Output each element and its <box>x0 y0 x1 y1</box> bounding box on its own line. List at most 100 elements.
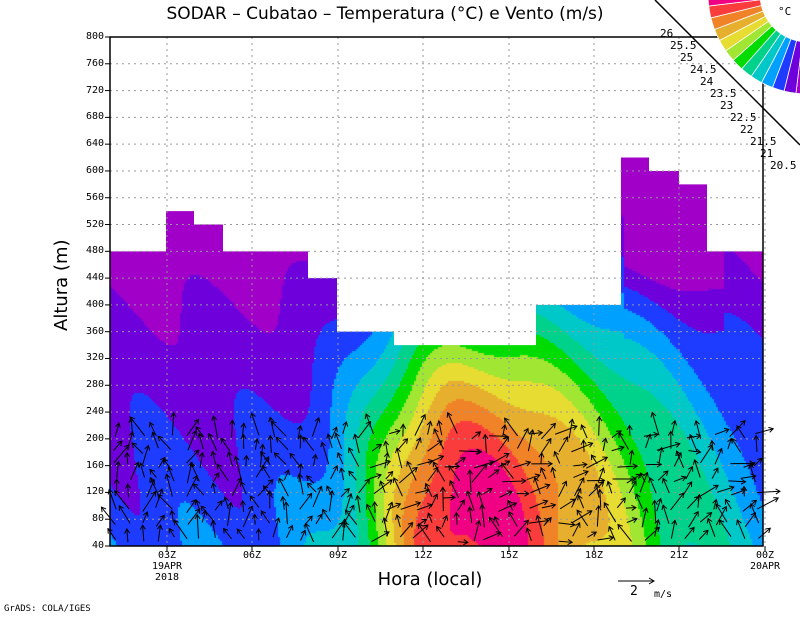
wind-vector <box>222 527 232 540</box>
wind-vector <box>312 485 323 508</box>
wind-vector <box>603 502 617 523</box>
wind-vector <box>645 433 652 449</box>
wind-vector <box>650 411 660 436</box>
wind-vector <box>151 431 159 449</box>
colorbar-label: 26 <box>660 27 674 40</box>
wind-vector <box>283 469 290 481</box>
wind-vector <box>684 526 695 539</box>
y-tick-label: 520 <box>85 218 104 230</box>
x-axis-label: Hora (local) <box>377 569 483 590</box>
wind-vector <box>220 437 231 452</box>
y-axis-label: Altura (m) <box>51 239 72 331</box>
wind-scale-value: 2 <box>630 584 638 599</box>
wind-vector <box>424 482 433 497</box>
wind-vector <box>748 463 756 483</box>
x-tick-label: 00Z <box>755 550 775 561</box>
wind-vector <box>339 467 345 481</box>
colorbar-swatch <box>707 0 761 7</box>
wind-vector <box>608 525 616 541</box>
wind-vector <box>473 519 482 542</box>
wind-vector <box>656 497 663 512</box>
wind-vector <box>634 493 643 510</box>
wind-vector <box>612 475 637 483</box>
wind-vector <box>528 430 544 436</box>
wind-vector <box>352 433 360 454</box>
wind-vector <box>651 499 658 524</box>
wind-vector <box>283 501 290 525</box>
wind-vector <box>500 462 514 479</box>
wind-vector <box>706 517 716 538</box>
wind-vector <box>667 430 674 449</box>
wind-vector <box>670 519 678 539</box>
wind-vector <box>331 521 344 539</box>
y-tick-label: 800 <box>85 31 104 42</box>
wind-vector <box>328 489 335 512</box>
wind-vector <box>571 441 594 453</box>
wind-vector <box>325 485 333 498</box>
x-tick-sub2: 2018 <box>154 572 180 583</box>
wind-vector <box>371 500 378 513</box>
wind-scale-arrowhead <box>648 577 655 585</box>
wind-vector <box>167 466 175 482</box>
wind-vector <box>757 497 780 510</box>
wind-vector <box>697 484 719 499</box>
wind-vector <box>715 503 728 523</box>
wind-vector <box>504 417 518 437</box>
wind-vector <box>628 480 637 494</box>
wind-vector <box>275 436 289 451</box>
wind-vector <box>573 470 589 478</box>
wind-vector <box>675 450 685 469</box>
wind-vector <box>597 467 605 483</box>
wind-vector <box>753 457 763 467</box>
colorbar-label: 23.5 <box>710 87 737 100</box>
wind-vector <box>239 480 247 495</box>
wind-vector <box>379 480 386 494</box>
wind-vector <box>467 469 474 493</box>
wind-vector <box>448 464 461 482</box>
x-tick-label: 21Z <box>669 550 689 561</box>
x-tick-sub1: 19APR <box>151 561 183 572</box>
y-tick-label: 560 <box>85 191 104 203</box>
wind-vector <box>502 478 527 485</box>
wind-vector <box>320 441 330 465</box>
wind-vector <box>207 432 218 452</box>
y-tick-label: 240 <box>85 406 104 418</box>
wind-vector <box>530 483 551 494</box>
wind-vector <box>155 514 165 527</box>
wind-vector <box>558 436 569 453</box>
wind-vector <box>543 516 552 527</box>
wind-vector <box>657 470 669 481</box>
wind-vector <box>526 473 541 481</box>
x-tick-label: 06Z <box>222 550 282 561</box>
wind-vector <box>488 516 503 537</box>
wind-vector <box>187 508 201 525</box>
wind-vector <box>261 465 271 479</box>
wind-vector <box>682 481 693 496</box>
y-tick-label: 400 <box>85 298 104 310</box>
x-tick-label: 09Z <box>308 550 368 561</box>
x-tick-label: 06Z <box>242 550 262 561</box>
wind-vector <box>348 470 357 481</box>
wind-vector <box>395 447 403 469</box>
colorbar-label: 22.5 <box>730 111 757 124</box>
wind-vector <box>611 445 625 452</box>
wind-vector <box>700 444 713 464</box>
wind-vector <box>539 467 547 480</box>
wind-vector <box>736 519 746 539</box>
wind-vector <box>618 432 630 450</box>
wind-vector <box>297 463 304 483</box>
wind-vector <box>470 448 482 455</box>
wind-vector <box>731 437 742 453</box>
y-tick-label: 280 <box>85 379 104 391</box>
wind-vector <box>273 452 287 465</box>
wind-vector <box>299 492 313 510</box>
x-tick-label: 21Z <box>649 550 709 561</box>
wind-vector <box>465 490 475 511</box>
wind-vector <box>426 420 433 435</box>
wind-vector <box>262 485 274 499</box>
wind-vector <box>709 439 716 451</box>
wind-vector <box>400 501 422 510</box>
wind-vector <box>250 412 260 436</box>
x-tick-label: 12Z <box>413 550 433 561</box>
wind-vector <box>718 519 732 537</box>
